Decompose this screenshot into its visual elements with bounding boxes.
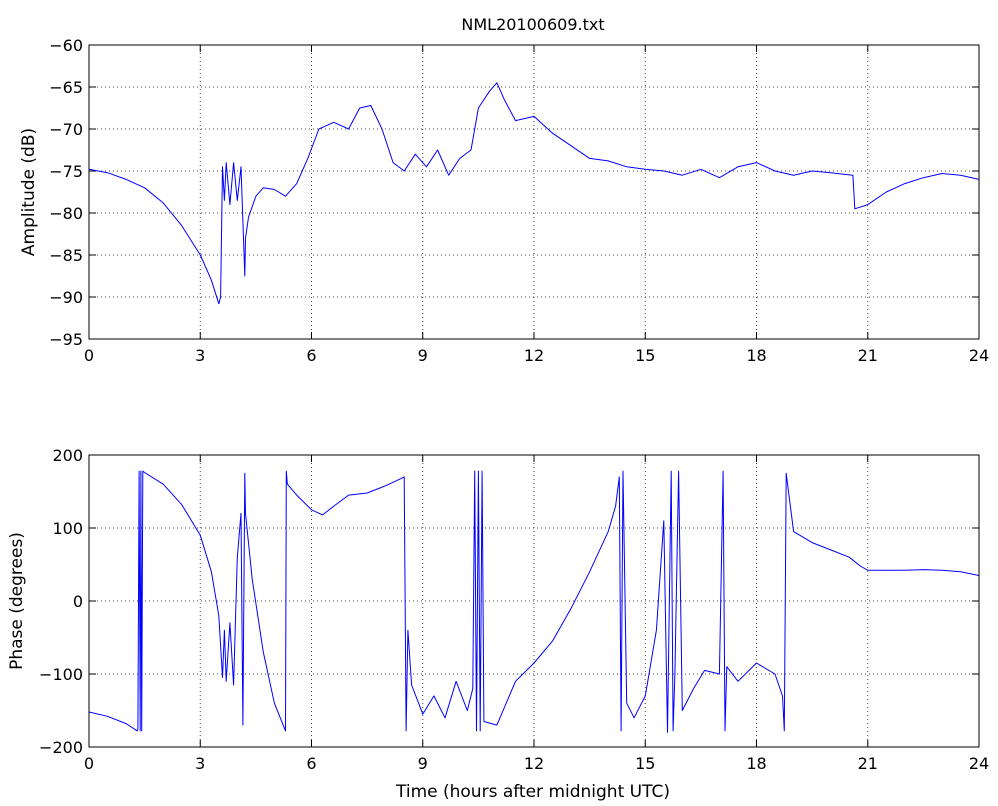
- y-tick-label: −90: [49, 288, 83, 307]
- y-tick-label: −85: [49, 246, 83, 265]
- y-tick-label: −100: [39, 665, 83, 684]
- amplitude-x-ticks: 0 3 6 9 12 15 18 21 24: [84, 45, 989, 365]
- x-tick-label: 9: [418, 346, 428, 365]
- amplitude-grid: [89, 45, 979, 339]
- y-tick-label: 100: [52, 519, 83, 538]
- x-tick-label: 6: [306, 346, 316, 365]
- x-tick-label: 12: [524, 346, 544, 365]
- phase-panel: 0 3 6 9 12 15 18 21 24 −200 −100 0 100 200 Phase (de…: [7, 446, 989, 802]
- y-tick-label: −80: [49, 204, 83, 223]
- x-tick-label: 6: [306, 754, 316, 773]
- phase-grid: [89, 455, 979, 747]
- phase-y-ticks: −200 −100 0 100 200: [39, 446, 979, 757]
- x-tick-label: 15: [635, 754, 655, 773]
- x-tick-label: 24: [969, 346, 989, 365]
- x-tick-label: 12: [524, 754, 544, 773]
- x-tick-label: 9: [418, 754, 428, 773]
- x-tick-label: 24: [969, 754, 989, 773]
- x-tick-label: 0: [84, 754, 94, 773]
- y-tick-label: 0: [73, 592, 83, 611]
- amplitude-y-ticks: −95 −90 −85 −80 −75 −70 −65 −60: [49, 36, 979, 349]
- phase-axes-frame: [88, 454, 980, 748]
- figure-title: NML20100609.txt: [461, 15, 604, 34]
- amplitude-y-axis-label: Amplitude (dB): [19, 128, 39, 256]
- amplitude-series-line: [88, 82, 980, 305]
- x-tick-label: 0: [84, 346, 94, 365]
- phase-series-line: [88, 470, 980, 733]
- phase-x-axis-label: Time (hours after midnight UTC): [395, 782, 670, 802]
- amplitude-axes-frame: [88, 44, 980, 340]
- y-tick-label: 200: [52, 446, 83, 465]
- phase-y-axis-label: Phase (degrees): [7, 532, 27, 670]
- x-tick-label: 21: [858, 754, 878, 773]
- y-tick-label: −200: [39, 738, 83, 757]
- amplitude-panel: 0 3 6 9 12 15 18 21 24 −95−90−85−80−75−70−65−60 …: [19, 36, 989, 365]
- x-tick-label: 3: [195, 346, 205, 365]
- x-tick-label: 21: [858, 346, 878, 365]
- x-tick-label: 3: [195, 754, 205, 773]
- x-tick-label: 18: [746, 754, 766, 773]
- y-tick-label: −70: [49, 120, 83, 139]
- y-tick-label: −75: [49, 162, 83, 181]
- y-tick-label: −65: [49, 78, 83, 97]
- y-tick-label: −60: [49, 36, 83, 55]
- x-tick-label: 18: [746, 346, 766, 365]
- y-tick-label: −95: [49, 330, 83, 349]
- x-tick-label: 15: [635, 346, 655, 365]
